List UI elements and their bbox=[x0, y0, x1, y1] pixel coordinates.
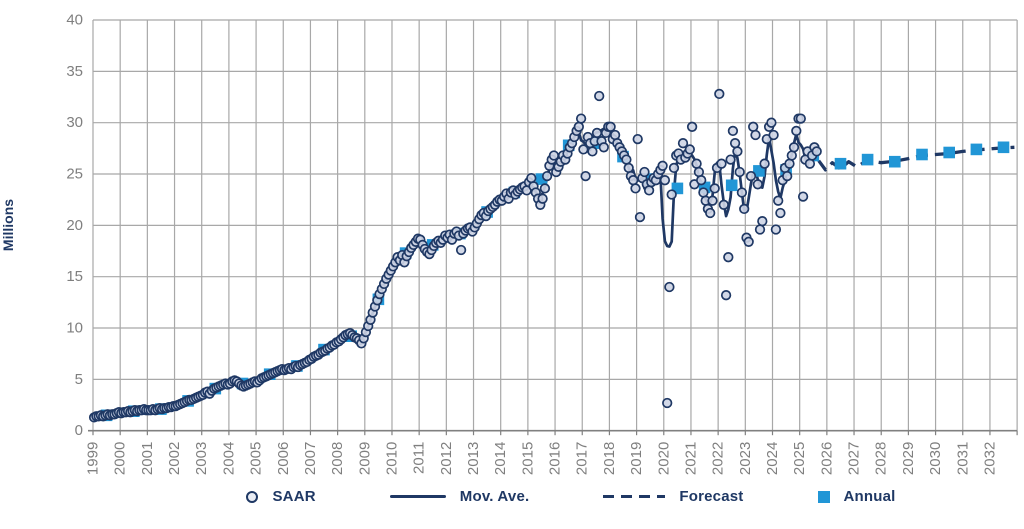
legend-item-forecast: Forecast bbox=[603, 488, 743, 505]
svg-text:15: 15 bbox=[66, 268, 83, 285]
svg-text:2006: 2006 bbox=[275, 442, 292, 475]
y-axis-title: Millions bbox=[0, 199, 16, 251]
svg-text:2010: 2010 bbox=[383, 442, 400, 475]
svg-text:2020: 2020 bbox=[655, 442, 672, 475]
svg-text:40: 40 bbox=[66, 12, 83, 29]
svg-text:2019: 2019 bbox=[628, 442, 645, 475]
svg-text:35: 35 bbox=[66, 63, 83, 80]
svg-text:2004: 2004 bbox=[220, 442, 237, 475]
svg-text:1999: 1999 bbox=[85, 442, 102, 475]
svg-text:2017: 2017 bbox=[574, 442, 591, 475]
svg-text:2023: 2023 bbox=[737, 442, 754, 475]
legend-label-annual: Annual bbox=[843, 488, 896, 505]
svg-text:2012: 2012 bbox=[438, 442, 455, 475]
svg-text:2027: 2027 bbox=[846, 442, 863, 475]
x-axis-year-labels: 1999 2000 2001 2002 2003 2004 2005 2006 2007 2008… bbox=[85, 442, 999, 475]
svg-text:2014: 2014 bbox=[492, 442, 509, 475]
svg-text:2001: 2001 bbox=[139, 442, 156, 475]
chart-legend: SAAR Mov. Ave. Forecast Annual bbox=[0, 488, 1024, 505]
svg-text:2013: 2013 bbox=[465, 442, 482, 475]
legend-item-annual: Annual bbox=[817, 488, 896, 505]
legend-label-saar: SAAR bbox=[272, 488, 316, 505]
saar-scatter-points bbox=[88, 88, 822, 423]
saar-marker-icon bbox=[246, 490, 259, 503]
y-axis-tick-labels: 0 5 10 15 20 25 30 35 40 bbox=[66, 12, 83, 440]
legend-label-forecast: Forecast bbox=[679, 488, 744, 505]
legend-item-mov-ave: Mov. Ave. bbox=[389, 488, 530, 505]
svg-text:2031: 2031 bbox=[954, 442, 971, 475]
svg-text:2003: 2003 bbox=[193, 442, 210, 475]
forecast-marker-icon bbox=[603, 494, 666, 499]
annual-marker-icon bbox=[817, 490, 830, 503]
svg-text:2022: 2022 bbox=[710, 442, 727, 475]
legend-label-mov-ave: Mov. Ave. bbox=[459, 488, 530, 505]
svg-text:10: 10 bbox=[66, 320, 83, 337]
svg-text:2009: 2009 bbox=[356, 442, 373, 475]
svg-text:2018: 2018 bbox=[601, 442, 618, 475]
mov-ave-marker-icon bbox=[389, 494, 446, 499]
legend-item-saar: SAAR bbox=[246, 488, 316, 505]
gridlines bbox=[92, 19, 1018, 432]
svg-text:20: 20 bbox=[66, 217, 83, 234]
svg-text:2021: 2021 bbox=[682, 442, 699, 475]
svg-text:2011: 2011 bbox=[411, 442, 428, 474]
svg-text:2002: 2002 bbox=[166, 442, 183, 475]
axis-lines bbox=[88, 429, 1018, 436]
svg-text:2015: 2015 bbox=[519, 442, 536, 475]
svg-text:2016: 2016 bbox=[547, 442, 564, 475]
svg-text:2026: 2026 bbox=[818, 442, 835, 475]
svg-text:0: 0 bbox=[75, 422, 83, 439]
svg-text:2008: 2008 bbox=[329, 442, 346, 475]
svg-text:2030: 2030 bbox=[927, 442, 944, 475]
svg-text:25: 25 bbox=[66, 166, 83, 183]
chart-area: 0 5 10 15 20 25 30 35 40 1999 2000 2001 2002 2003 200… bbox=[0, 12, 1018, 475]
svg-text:2007: 2007 bbox=[302, 442, 319, 475]
svg-text:30: 30 bbox=[66, 114, 83, 131]
svg-text:2032: 2032 bbox=[981, 442, 998, 475]
svg-text:2000: 2000 bbox=[112, 442, 129, 475]
svg-text:2025: 2025 bbox=[791, 442, 808, 475]
svg-text:2028: 2028 bbox=[873, 442, 890, 475]
svg-text:2024: 2024 bbox=[764, 442, 781, 475]
svg-text:2005: 2005 bbox=[248, 442, 265, 475]
svg-text:2029: 2029 bbox=[900, 442, 917, 475]
svg-text:5: 5 bbox=[75, 371, 83, 388]
